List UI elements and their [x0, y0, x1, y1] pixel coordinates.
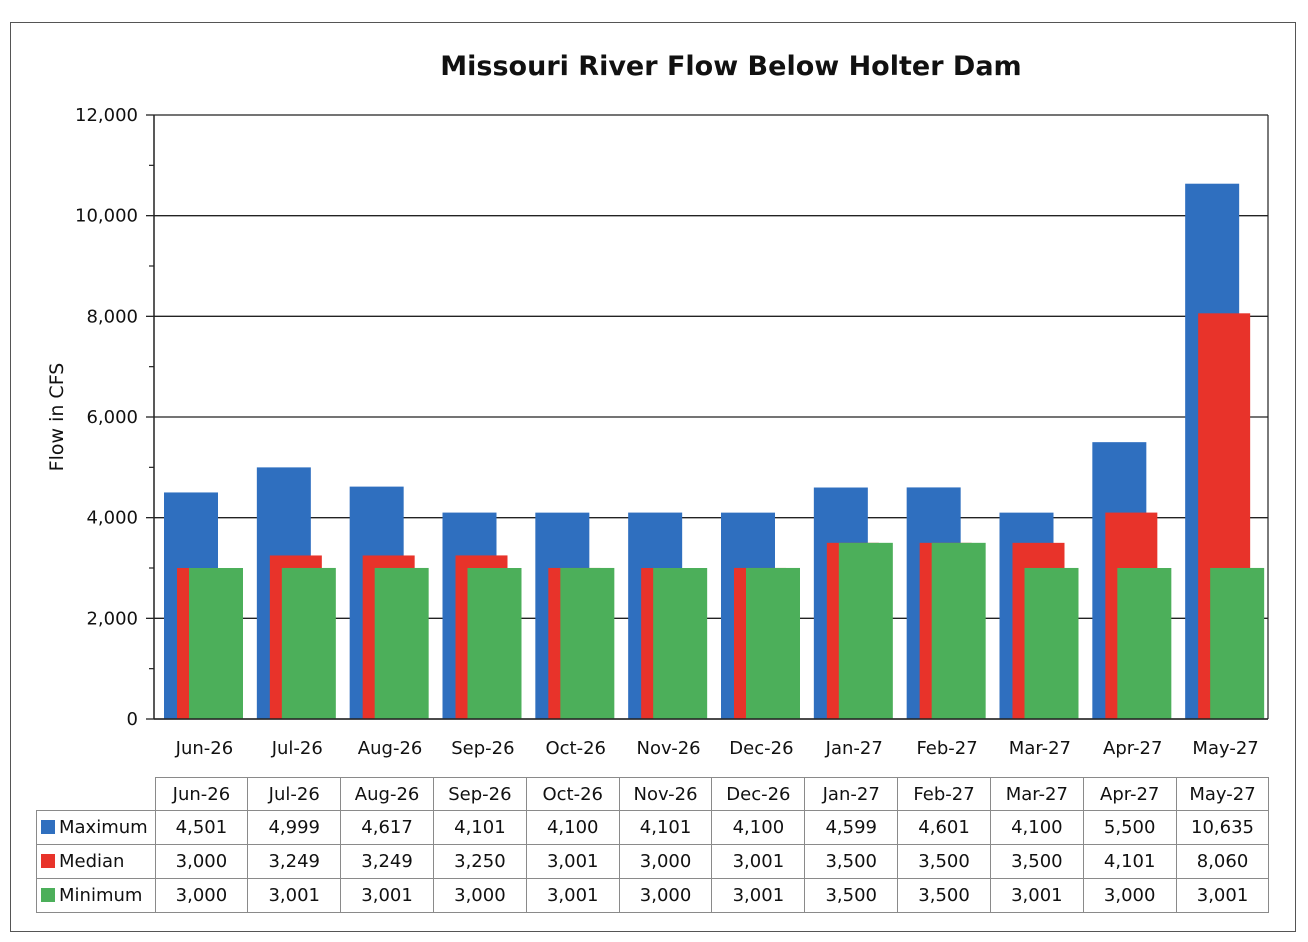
data-table: Jun-26 Jul-26 Aug-26 Sep-26 Oct-26 Nov-26 Dec-…	[36, 777, 1270, 913]
y-tick-label: 4,000	[86, 508, 138, 529]
table-cell: 3,500	[804, 878, 899, 913]
x-tick-label: Jul-26	[271, 738, 323, 759]
bar-minimum	[281, 567, 336, 719]
x-tick-label: Sep-26	[451, 738, 514, 759]
table-cell: 3,001	[340, 878, 434, 913]
x-tick-label: Jan-27	[825, 738, 883, 759]
table-cell: 3,000	[154, 844, 249, 879]
table-cell: 3,000	[154, 878, 249, 913]
table-corner	[36, 777, 156, 811]
x-tick-label: Jun-26	[175, 738, 234, 759]
x-tick-label: Apr-27	[1103, 738, 1162, 759]
table-cell: 3,500	[897, 878, 991, 913]
table-cell: 4,101	[432, 810, 527, 845]
y-tick-label: 10,000	[75, 206, 138, 227]
table-row: Maximum 4,501 4,999 4,617 4,101 4,100 4,101 4,1…	[36, 810, 1270, 845]
legend-swatch	[41, 888, 55, 902]
table-cell: 3,250	[432, 844, 527, 879]
bar-minimum	[746, 567, 800, 719]
table-cell: 4,599	[804, 810, 899, 845]
table-cell: 8,060	[1175, 844, 1270, 879]
chart-title: Missouri River Flow Below Holter Dam	[440, 51, 1021, 82]
table-cell: 4,617	[340, 810, 434, 845]
legend-label: Minimum	[59, 885, 143, 906]
table-cell: 3,001	[711, 844, 806, 879]
table-cell: 3,000	[432, 878, 527, 913]
y-tick-label: 0	[127, 709, 138, 730]
table-row: Median 3,000 3,249 3,249 3,250 3,001 3,000 3,00…	[36, 844, 1270, 879]
table-cell: 3,001	[989, 878, 1084, 913]
bar-minimum	[467, 568, 522, 719]
table-cell: 3,000	[1082, 878, 1177, 913]
y-tick-label: 12,000	[75, 105, 138, 126]
table-row: Minimum 3,000 3,001 3,001 3,000 3,001 3,000 3,0…	[36, 878, 1270, 913]
table-cell: 5,500	[1082, 810, 1177, 845]
table-cell: 3,001	[525, 844, 620, 879]
legend-label: Maximum	[59, 817, 148, 838]
x-tick-label: May-27	[1192, 738, 1258, 759]
table-cell: 3,001	[525, 878, 620, 913]
bar-minimum	[1024, 567, 1079, 719]
table-cell: 4,501	[154, 810, 249, 845]
table-column-header: Mar-27	[989, 777, 1084, 811]
table-cell: 4,100	[711, 810, 806, 845]
table-column-header: Aug-26	[340, 777, 434, 811]
table-cell: 3,000	[618, 878, 713, 913]
bar-minimum	[1117, 568, 1172, 719]
table-cell: 3,000	[618, 844, 713, 879]
table-cell: 3,249	[340, 844, 434, 879]
table-cell: 3,249	[247, 844, 342, 879]
table-cell: 4,999	[247, 810, 342, 845]
table-cell: 4,601	[897, 810, 991, 845]
chart-canvas: Missouri River Flow Below Holter Dam 0 2,0…	[46, 51, 1269, 759]
table-cell: 3,001	[1175, 878, 1270, 913]
table-column-header: Apr-27	[1082, 777, 1177, 811]
table-cell: 3,001	[247, 878, 342, 913]
y-axis-label: Flow in CFS	[46, 363, 68, 472]
table-cell: 4,101	[1082, 844, 1177, 879]
x-tick-label: Nov-26	[637, 738, 701, 759]
y-tick-label: 2,000	[86, 608, 138, 629]
x-tick-label: Aug-26	[358, 738, 423, 759]
table-column-header: Nov-26	[618, 777, 713, 811]
table-column-header: Sep-26	[432, 777, 527, 811]
table-header-row: Jun-26 Jul-26 Aug-26 Sep-26 Oct-26 Nov-26 Dec-…	[36, 777, 1270, 811]
bar-minimum	[931, 542, 986, 719]
legend-swatch	[41, 854, 55, 868]
table-cell: 4,100	[525, 810, 620, 845]
table-column-header: Jan-27	[804, 777, 899, 811]
x-tick-label: Oct-26	[545, 738, 606, 759]
bar-minimum	[653, 568, 708, 719]
table-cell: 4,100	[989, 810, 1084, 845]
table-column-header: Dec-26	[711, 777, 806, 811]
table-cell: 3,500	[804, 844, 899, 879]
x-tick-label: Mar-27	[1009, 738, 1071, 759]
table-series-label: Minimum	[36, 878, 156, 913]
bar-minimum	[374, 567, 429, 719]
bar-minimum	[560, 567, 615, 719]
y-tick-label: 6,000	[86, 407, 138, 428]
table-cell: 3,500	[989, 844, 1084, 879]
table-cell: 10,635	[1175, 810, 1270, 845]
table-series-label: Median	[36, 844, 156, 879]
table-cell: 4,101	[618, 810, 713, 845]
legend-swatch	[41, 820, 55, 834]
table-cell: 3,001	[711, 878, 806, 913]
bar-minimum	[189, 568, 243, 719]
legend-label: Median	[59, 851, 125, 872]
table-series-label: Maximum	[36, 810, 156, 845]
table-column-header: Feb-27	[897, 777, 991, 811]
y-tick-label: 8,000	[86, 306, 138, 327]
bar-minimum	[1210, 567, 1265, 719]
table-column-header: May-27	[1175, 777, 1270, 811]
table-column-header: Jun-26	[154, 777, 249, 811]
table-column-header: Jul-26	[247, 777, 342, 811]
table-column-header: Oct-26	[525, 777, 620, 811]
table-cell: 3,500	[897, 844, 991, 879]
x-tick-label: Dec-26	[729, 738, 793, 759]
chart-frame: Missouri River Flow Below Holter Dam 0 2,0…	[10, 22, 1296, 932]
x-tick-label: Feb-27	[916, 738, 977, 759]
bar-minimum	[838, 542, 893, 719]
